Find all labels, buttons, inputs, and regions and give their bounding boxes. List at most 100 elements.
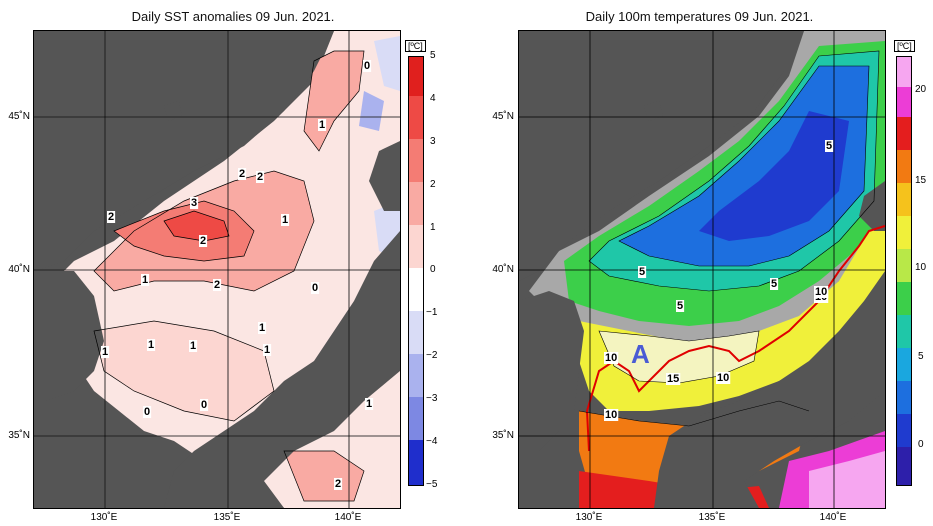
contour-label: 2	[200, 235, 206, 247]
temp-100m-map: 5 5 5 5 10 10 10 10 15 10 A	[518, 30, 886, 509]
contour-label-bg	[238, 168, 247, 180]
contour-label-bg	[200, 399, 209, 411]
contour-label: 1	[102, 346, 108, 358]
grid-lines	[519, 31, 885, 508]
landmass-hokkaido	[369, 141, 400, 211]
cbar-tick: 10	[915, 262, 927, 273]
contour-label: 1	[366, 398, 372, 410]
contour-labels: 0 1 2 2 3 2 1 2 2 1 1 0 1 1 1 1 0 0 1 2	[101, 60, 374, 490]
cbar-tick: 0	[918, 439, 924, 450]
contour-label: 1	[190, 340, 196, 352]
contour-label: 0	[144, 406, 150, 418]
contour-label-bg	[334, 478, 343, 490]
lon-label-140e: 140˚E	[334, 512, 362, 523]
lat-label-40n: 40˚N	[8, 264, 30, 275]
contour-label: 5	[826, 140, 832, 152]
grid-lines-major	[34, 31, 400, 508]
contour-label: 2	[335, 478, 341, 490]
contour-label: 1	[259, 322, 265, 334]
contour-label-bg	[281, 214, 290, 226]
landmass-korea	[34, 271, 104, 401]
contour-label-bg	[770, 278, 779, 290]
temp-100m-panel: Daily 100m temperatures 09 Jun. 2021.	[466, 0, 933, 526]
lat-label-35n: 35˚N	[8, 430, 30, 441]
contour-label: 10	[815, 286, 827, 298]
contour-label-bg	[676, 300, 685, 312]
contour-label-bg	[199, 235, 208, 247]
contour-label: 5	[771, 278, 777, 290]
contour-label-bg	[141, 274, 150, 286]
lat-label-45n: 45˚N	[492, 111, 514, 122]
landmass-hokkaido	[859, 181, 885, 231]
temp-100m-unit: [ºC]	[894, 40, 915, 52]
contour-label-bg	[190, 197, 199, 209]
contour-label: 0	[312, 282, 318, 294]
cbar-tick: −5	[426, 479, 438, 490]
contour-label-bg	[318, 119, 327, 131]
contour-label-bg	[311, 282, 320, 294]
contour-label: 5	[639, 266, 645, 278]
contour-label: 1	[148, 339, 154, 351]
cbar-tick: 1	[430, 222, 436, 233]
contour-label: 0	[201, 399, 207, 411]
contour-label-bg	[258, 322, 267, 334]
contour-label: 1	[264, 344, 270, 356]
contour-label: 2	[239, 168, 245, 180]
contour-label: 15	[667, 373, 679, 385]
cbar-tick: 15	[915, 175, 927, 186]
temp-100m-colorbar	[896, 56, 912, 486]
contour-lines	[93, 50, 365, 502]
temp-100m-title: Daily 100m temperatures 09 Jun. 2021.	[585, 9, 814, 24]
anomaly-neg-2	[359, 91, 384, 131]
contour-label: 10	[605, 409, 617, 421]
island-dokdo	[644, 101, 663, 121]
anomaly-fill-5	[94, 321, 274, 421]
contour-label-bg	[716, 372, 731, 384]
contour-label-bg	[147, 339, 156, 351]
contour-label-bg	[189, 340, 198, 352]
cbar-tick: −1	[426, 307, 438, 318]
cbar-tick: 0	[430, 264, 436, 275]
contour-label: 2	[257, 171, 263, 183]
contour-label-bg	[263, 344, 272, 356]
cbar-tick: −4	[426, 436, 438, 447]
lon-label-135e: 135˚E	[698, 512, 726, 523]
contour-label: 3	[191, 197, 197, 209]
contour-label-bg	[101, 346, 110, 358]
contour-label: 1	[282, 214, 288, 226]
contour-label-bg	[143, 406, 152, 418]
sst-anomaly-title: Daily SST anomalies 09 Jun. 2021.	[131, 9, 335, 24]
lon-label-130e: 130˚E	[90, 512, 118, 523]
sst-anomaly-unit: [ºC]	[405, 40, 426, 52]
contour-label-bg	[638, 266, 647, 278]
contour-label-bg	[825, 140, 834, 152]
contour-label-bg	[213, 279, 222, 291]
contour-label-bg	[604, 409, 619, 421]
lat-label-45n: 45˚N	[8, 111, 30, 122]
contour-label: 1	[319, 119, 325, 131]
contour-label: 2	[214, 279, 220, 291]
island-dokdo	[164, 101, 182, 121]
contour-label-bg	[666, 373, 681, 385]
contour-label: 1	[142, 274, 148, 286]
sst-anomaly-panel: Daily SST anomalies 09 Jun. 2021.	[0, 0, 466, 526]
anomaly-neg-1	[374, 36, 400, 91]
contour-label-bg	[107, 211, 116, 223]
water-pink	[809, 451, 885, 508]
contour-label: 10	[717, 372, 729, 384]
water-deep-blue	[699, 111, 849, 241]
anomaly-fill-3	[164, 211, 229, 241]
contour-labels: 5 5 5 5 10 10 10 10 15 10	[604, 140, 834, 421]
cbar-tick: 5	[430, 50, 436, 61]
contour-label-bg	[256, 171, 265, 183]
contour-label: 2	[108, 211, 114, 223]
contour-lines	[578, 50, 880, 427]
contour-label: 0	[364, 60, 370, 72]
lat-label-35n: 35˚N	[492, 430, 514, 441]
lon-label-130e: 130˚E	[575, 512, 603, 523]
contour-label-bg	[814, 286, 829, 298]
sst-anomaly-colorbar	[408, 56, 424, 486]
contour-label-bg	[604, 352, 619, 364]
landmass-korea	[519, 291, 584, 461]
cbar-tick: 4	[430, 93, 436, 104]
